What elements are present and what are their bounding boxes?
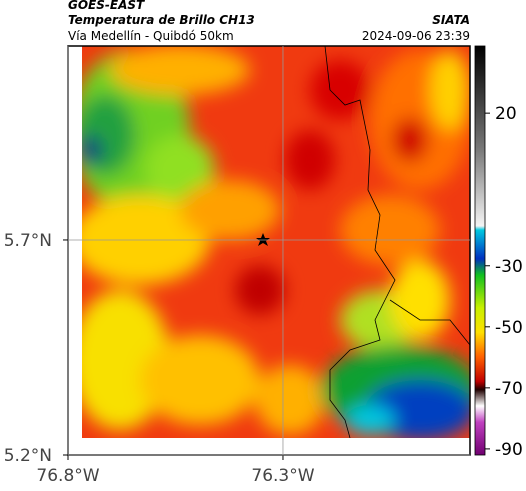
title: Temperatura de Brillo CH13 [68, 13, 255, 27]
colorbar-tick-label: -50 [495, 318, 523, 338]
brightness-image [82, 46, 470, 438]
x-tick-label: 76.8°W [36, 466, 99, 486]
org: SIATA [432, 13, 470, 27]
location-marker [256, 233, 270, 246]
colorbar-tick-label: -30 [495, 257, 523, 277]
subtitle: Vía Medellín - Quibdó 50km [68, 29, 234, 43]
y-tick-label: 5.7°N [4, 231, 52, 251]
source: GOES-EAST [68, 0, 145, 12]
colorbar-tick-label: -70 [495, 379, 523, 399]
timestamp: 2024-09-06 23:39 [362, 29, 470, 43]
colorbar-tick-label: 20 [495, 104, 517, 124]
y-tick-label: 5.2°N [4, 446, 52, 466]
colorbar-tick-label: -90 [495, 440, 523, 460]
x-tick-label: 76.3°W [251, 466, 314, 486]
colorbar [474, 45, 486, 456]
